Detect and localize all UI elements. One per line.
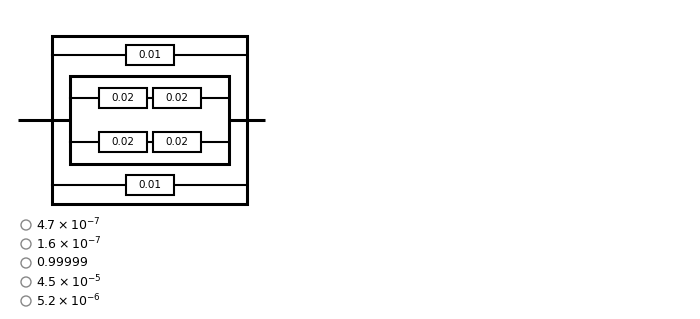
Text: 0.02: 0.02 xyxy=(111,93,134,103)
Bar xyxy=(125,45,174,65)
Text: 0.01: 0.01 xyxy=(138,180,161,190)
Bar xyxy=(99,88,146,108)
Bar xyxy=(153,88,200,108)
Bar xyxy=(153,132,200,152)
Bar xyxy=(52,36,247,204)
Text: $4.5 \times 10^{-5}$: $4.5 \times 10^{-5}$ xyxy=(36,274,102,290)
Text: $0.99999$: $0.99999$ xyxy=(36,256,89,270)
Bar xyxy=(70,76,229,164)
Text: 0.02: 0.02 xyxy=(165,137,188,147)
Bar xyxy=(125,175,174,195)
Bar xyxy=(99,132,146,152)
Text: $4.7 \times 10^{-7}$: $4.7 \times 10^{-7}$ xyxy=(36,217,101,233)
Text: 0.02: 0.02 xyxy=(165,93,188,103)
Text: $1.6 \times 10^{-7}$: $1.6 \times 10^{-7}$ xyxy=(36,236,102,252)
Text: 0.02: 0.02 xyxy=(111,137,134,147)
Text: $5.2 \times 10^{-6}$: $5.2 \times 10^{-6}$ xyxy=(36,293,101,309)
Text: 0.01: 0.01 xyxy=(138,50,161,60)
